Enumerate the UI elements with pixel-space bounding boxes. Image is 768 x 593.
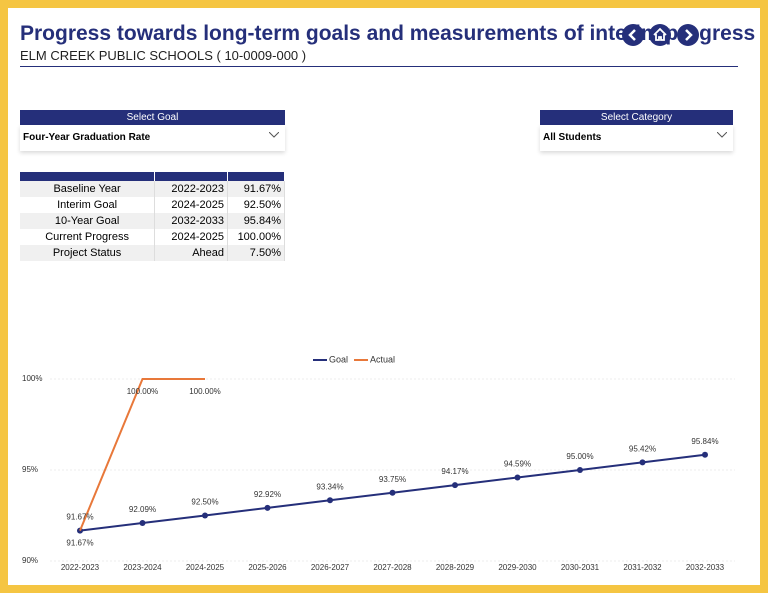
page-subtitle: ELM CREEK PUBLIC SCHOOLS ( 10-0009-000 )	[20, 48, 307, 63]
table-row: Project Status Ahead 7.50%	[20, 245, 285, 261]
filter-value: All Students	[543, 132, 602, 143]
home-button[interactable]	[649, 24, 671, 46]
data-label: 93.34%	[316, 482, 343, 491]
point	[577, 467, 583, 473]
data-label: 91.67%	[66, 513, 93, 522]
point	[327, 497, 333, 504]
table-cell: 7.50%	[227, 245, 285, 261]
filter-dropdown[interactable]: Four-Year Graduation Rate	[20, 125, 285, 151]
data-label: 93.75%	[379, 475, 406, 484]
data-label: 92.50%	[191, 498, 218, 507]
table-row: Interim Goal 2024-2025 92.50%	[20, 197, 285, 213]
table-cell: 95.84%	[227, 213, 285, 229]
x-tick-label: 2032-2033	[686, 563, 725, 572]
y-tick-label: 90%	[22, 556, 38, 565]
page: Progress towards long-term goals and mea…	[8, 8, 760, 585]
progress-table: Baseline Year 2022-2023 91.67% Interim Goal…	[20, 172, 285, 261]
data-label: 95.42%	[629, 444, 656, 453]
table-cell: 100.00%	[227, 229, 285, 245]
data-label: 100.00%	[127, 387, 159, 396]
legend-label: Actual	[370, 354, 395, 364]
goal-filter[interactable]: Select Goal Four-Year Graduation Rate	[20, 110, 285, 151]
x-tick-label: 2026-2027	[311, 563, 350, 572]
filter-dropdown[interactable]: All Students	[540, 125, 733, 151]
filter-label: Select Goal	[20, 110, 285, 125]
x-tick-label: 2022-2023	[61, 563, 100, 572]
table-row: Baseline Year 2022-2023 91.67%	[20, 181, 285, 197]
table-cell: Baseline Year	[20, 181, 156, 197]
data-label: 92.92%	[254, 490, 281, 499]
x-tick-label: 2028-2029	[436, 563, 475, 572]
table-cell: 2032-2033	[154, 213, 229, 229]
point	[514, 474, 521, 481]
x-tick-label: 2029-2030	[498, 563, 537, 572]
y-tick-label: 100%	[22, 374, 42, 383]
table-cell: Current Progress	[20, 229, 156, 245]
table-header	[20, 172, 285, 181]
data-label: 95.84%	[691, 437, 718, 446]
page-title: Progress towards long-term goals and mea…	[20, 22, 756, 45]
x-tick-label: 2025-2026	[248, 563, 287, 572]
table-cell: 92.50%	[227, 197, 285, 213]
chevron	[717, 132, 727, 138]
point	[264, 504, 271, 511]
table-cell: 91.67%	[227, 181, 285, 197]
table-cell: 10-Year Goal	[20, 213, 156, 229]
point	[389, 489, 396, 496]
x-tick-label: 2031-2032	[623, 563, 662, 572]
table-cell: Ahead	[154, 245, 229, 261]
point	[452, 482, 458, 489]
point	[139, 519, 146, 526]
back-button[interactable]	[622, 24, 644, 46]
point	[702, 451, 708, 458]
table-cell: Interim Goal	[20, 197, 156, 213]
table-row: 10-Year Goal 2032-2033 95.84%	[20, 213, 285, 229]
data-label: 94.59%	[504, 460, 531, 469]
data-label: 95.00%	[566, 452, 593, 461]
data-label: 94.17%	[441, 467, 468, 476]
x-tick-label: 2024-2025	[186, 563, 225, 572]
x-tick-label: 2023-2024	[123, 563, 162, 572]
point	[639, 459, 646, 466]
point	[202, 512, 208, 519]
legend-label: Goal	[329, 354, 348, 364]
filter-value: Four-Year Graduation Rate	[23, 132, 151, 143]
category-filter[interactable]: Select Category All Students	[540, 110, 733, 151]
data-label: 91.67%	[66, 539, 93, 548]
chevron	[269, 132, 279, 138]
table-cell: Project Status	[20, 245, 156, 261]
divider	[20, 66, 738, 67]
x-tick-label: 2030-2031	[561, 563, 600, 572]
x-tick-label: 2027-2028	[373, 563, 412, 572]
table-row: Current Progress 2024-2025 100.00%	[20, 229, 285, 245]
series-line	[79, 378, 205, 531]
data-label: 100.00%	[189, 387, 221, 396]
table-cell: 2024-2025	[154, 229, 229, 245]
filter-label: Select Category	[540, 110, 733, 125]
y-tick-label: 95%	[22, 465, 38, 474]
forward-button[interactable]	[677, 24, 699, 46]
table-cell: 2024-2025	[154, 197, 229, 213]
data-label: 92.09%	[129, 505, 156, 514]
table-cell: 2022-2023	[154, 181, 229, 197]
